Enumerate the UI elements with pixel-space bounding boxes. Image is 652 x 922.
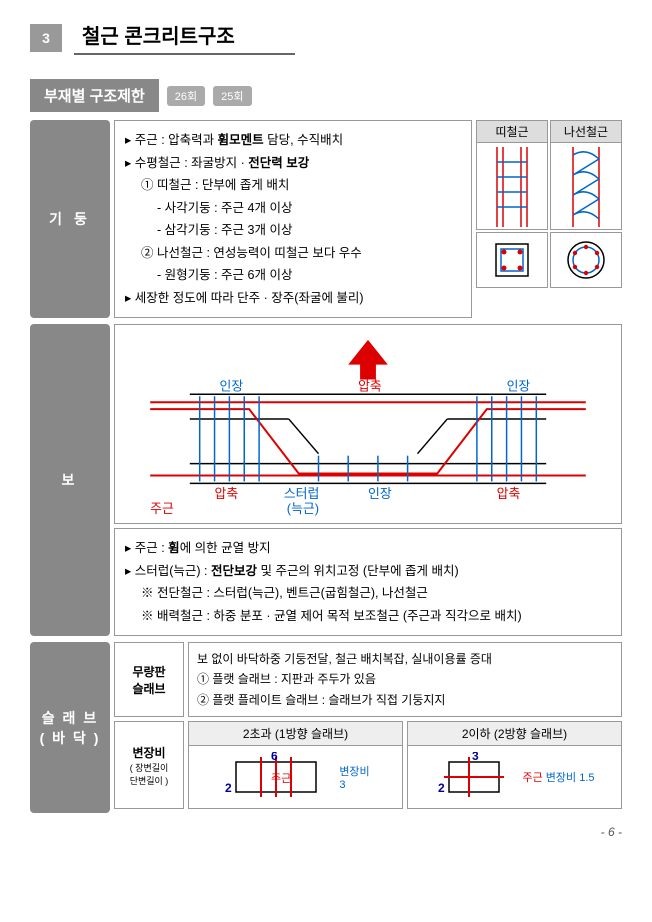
ratio-2way-main: 주근 [522, 772, 542, 784]
diagram-tie-label: 띠철근 [477, 121, 547, 143]
svg-text:인장: 인장 [507, 378, 531, 393]
text-line: ※ 전단철근 : 스터럽(늑근), 벤트근(굽힘철근), 나선철근 [125, 582, 611, 605]
row-label-beam: 보 [30, 324, 110, 636]
diagram-circle-section [550, 232, 622, 288]
svg-text:압축: 압축 [358, 378, 382, 393]
diagram-spiral-label: 나선철근 [551, 121, 621, 143]
svg-text:압축: 압축 [215, 486, 239, 501]
row-label-slab: 슬 래 브 ( 바 닥 ) [30, 642, 110, 813]
square-section-icon [492, 240, 532, 280]
svg-text:2: 2 [225, 781, 232, 795]
column-content: 주근 : 압축력과 휨모멘트 담당, 수직배치수평철근 : 좌굴방지 · 전단력… [114, 120, 472, 318]
beam-diagram: 인장 압축 인장 압축 스터럽 (늑근) 인장 압축 주근 [114, 324, 622, 524]
text-line: - 원형기둥 : 주근 6개 이상 [125, 264, 461, 287]
svg-text:주근: 주근 [271, 773, 291, 785]
chapter-number: 3 [30, 24, 62, 52]
ratio-1way-value: 변장비 3 [339, 763, 369, 791]
svg-text:인장: 인장 [368, 486, 392, 501]
text-line: - 사각기둥 : 주근 4개 이상 [125, 197, 461, 220]
text-line: 보 없이 바닥하중 기둥전달, 철근 배치복잡, 실내이용률 증대 [197, 649, 613, 669]
twoway-slab-icon: 3 2 [434, 752, 514, 802]
svg-text:6: 6 [271, 752, 278, 763]
text-line: 수평철근 : 좌굴방지 · 전단력 보강 [125, 152, 461, 175]
badge-25: 25회 [213, 86, 251, 106]
svg-text:2: 2 [438, 781, 445, 795]
svg-text:3: 3 [472, 752, 479, 763]
section-header: 부재별 구조제한 26회 25회 [30, 79, 622, 112]
arrow-icon [348, 340, 388, 380]
ratio-2way-value: 변장비 1.5 [546, 772, 595, 784]
text-line: 세장한 정도에 따라 단주 · 장주(좌굴에 불리) [125, 287, 461, 310]
diagram-spiral: 나선철근 [550, 120, 622, 230]
svg-text:(늑근): (늑근) [287, 501, 319, 516]
ratio-label-text: 변장비 [132, 744, 165, 761]
ratio-1way: 2초과 (1방향 슬래브) 6 2 주근 변장비 3 [188, 721, 403, 809]
circle-section-icon [564, 238, 608, 282]
ratio-1way-header: 2초과 (1방향 슬래브) [189, 722, 402, 746]
beam-notes: 주근 : 휨에 의한 균열 방지스터럽(늑근) : 전단보강 및 주근의 위치고… [114, 528, 622, 636]
text-line: ② 나선철근 : 연성능력이 띠철근 보다 우수 [125, 242, 461, 265]
ratio-2way-header: 2이하 (2방향 슬래브) [408, 722, 621, 746]
ratio-2way: 2이하 (2방향 슬래브) 3 2 주근 변장비 1.5 [407, 721, 622, 809]
text-line: - 삼각기둥 : 주근 3개 이상 [125, 219, 461, 242]
text-line: ① 플랫 슬래브 : 지판과 주두가 있음 [197, 669, 613, 689]
row-label-column: 기 둥 [30, 120, 110, 318]
svg-text:인장: 인장 [220, 378, 244, 393]
tie-rebar-icon [487, 147, 537, 227]
page-number: - 6 - [30, 825, 622, 839]
text-line: ① 띠철근 : 단부에 좁게 배치 [125, 174, 461, 197]
slab-flat-content: 보 없이 바닥하중 기둥전달, 철근 배치복잡, 실내이용률 증대① 플랫 슬래… [188, 642, 622, 717]
text-line: 스터럽(늑근) : 전단보강 및 주근의 위치고정 (단부에 좁게 배치) [125, 560, 611, 583]
chapter-title: 철근 콘크리트구조 [74, 20, 295, 55]
slab-ratio-label: 변장비 ( 장변길이 단변길이 ) [114, 721, 184, 809]
diagram-tie: 띠철근 [476, 120, 548, 230]
chapter-header: 3 철근 콘크리트구조 [30, 20, 622, 55]
beam-svg: 인장 압축 인장 압축 스터럽 (늑근) 인장 압축 주근 [115, 325, 621, 523]
ratio-sublabel: ( 장변길이 단변길이 ) [130, 761, 169, 787]
slab-flat-label: 무량판 슬래브 [114, 642, 184, 717]
spiral-rebar-icon [561, 147, 611, 227]
badge-26: 26회 [167, 86, 205, 106]
svg-text:스터럽: 스터럽 [284, 486, 319, 501]
text-line: ② 플랫 플레이트 슬래브 : 슬래브가 직접 기둥지지 [197, 690, 613, 710]
svg-text:주근: 주근 [150, 501, 174, 516]
row-slab: 슬 래 브 ( 바 닥 ) 무량판 슬래브 보 없이 바닥하중 기둥전달, 철근… [30, 642, 622, 813]
section-title: 부재별 구조제한 [30, 79, 159, 112]
text-line: 주근 : 압축력과 휨모멘트 담당, 수직배치 [125, 129, 461, 152]
row-column: 기 둥 주근 : 압축력과 휨모멘트 담당, 수직배치수평철근 : 좌굴방지 ·… [30, 120, 622, 318]
oneway-slab-icon: 6 2 주근 [221, 752, 331, 802]
row-beam: 보 [30, 324, 622, 636]
svg-text:압축: 압축 [497, 486, 521, 501]
text-line: ※ 배력철근 : 하중 분포 · 균열 제어 목적 보조철근 (주근과 직각으로… [125, 605, 611, 628]
text-line: 주근 : 휨에 의한 균열 방지 [125, 537, 611, 560]
diagram-square-section [476, 232, 548, 288]
